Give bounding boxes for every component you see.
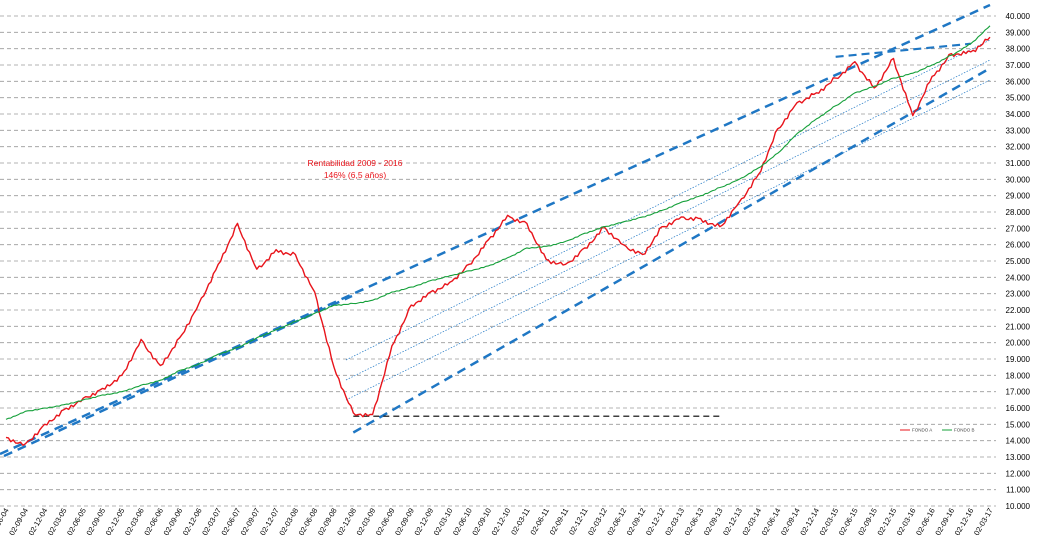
y-tick-label: 17.000 (1006, 388, 1031, 397)
inner-channel-line (346, 40, 990, 360)
y-tick-label: 10.000 (1006, 502, 1031, 511)
y-axis-tick-labels: 40.000 39.000 38.000 37.000 36.000 35.000 34.0… (1006, 12, 1031, 511)
series-line-fondo-b (6, 26, 990, 420)
y-tick-label: 35.000 (1006, 94, 1031, 103)
legend-label-fondo-b: FONDO B (954, 428, 975, 433)
inner-channel-line (346, 60, 990, 380)
y-tick-label: 21.000 (1006, 322, 1031, 331)
y-tick-label: 39.000 (1006, 28, 1031, 37)
y-tick-label: 22.000 (1006, 306, 1031, 315)
x-axis-tick-labels: 02-06-0402-09-0402-12-0402-03-0502-06-05… (0, 507, 995, 538)
y-tick-label: 25.000 (1006, 257, 1031, 266)
annotation-line-2: 146% (6,5 años) (324, 170, 387, 180)
y-tick-label: 40.000 (1006, 12, 1031, 21)
inner-channel-line (346, 80, 990, 400)
y-tick-label: 18.000 (1006, 371, 1031, 380)
y-tick-label: 34.000 (1006, 110, 1031, 119)
y-tick-label: 38.000 (1006, 45, 1031, 54)
y-tick-label: 15.000 (1006, 420, 1031, 429)
upper-channel-line (0, 5, 990, 454)
series-lines (6, 26, 990, 445)
y-tick-label: 24.000 (1006, 273, 1031, 282)
y-tick-label: 29.000 (1006, 192, 1031, 201)
y-tick-label: 36.000 (1006, 77, 1031, 86)
y-tick-label: 28.000 (1006, 208, 1031, 217)
y-tick-label: 14.000 (1006, 437, 1031, 446)
annotation-line-1: Rentabilidad 2009 - 2016 (308, 158, 403, 168)
y-tick-label: 11.000 (1006, 486, 1030, 495)
y-tick-label: 26.000 (1006, 241, 1031, 250)
y-tick-label: 30.000 (1006, 175, 1031, 184)
y-tick-label: 20.000 (1006, 339, 1031, 348)
y-tick-label: 37.000 (1006, 61, 1031, 70)
legend: FONDO A FONDO B (900, 428, 975, 433)
y-tick-label: 32.000 (1006, 143, 1031, 152)
lower-channel-line (353, 68, 990, 432)
return-annotation: Rentabilidad 2009 - 2016 146% (6,5 años) (308, 158, 403, 180)
y-tick-label: 19.000 (1006, 355, 1031, 364)
gridlines (0, 16, 996, 506)
y-tick-label: 27.000 (1006, 224, 1031, 233)
y-tick-label: 13.000 (1006, 453, 1031, 462)
y-tick-label: 12.000 (1006, 469, 1031, 478)
y-tick-label: 33.000 (1006, 126, 1031, 135)
legend-label-fondo-a: FONDO A (912, 428, 932, 433)
y-tick-label: 16.000 (1006, 404, 1031, 413)
y-tick-label: 31.000 (1006, 159, 1031, 168)
y-tick-label: 23.000 (1006, 290, 1031, 299)
